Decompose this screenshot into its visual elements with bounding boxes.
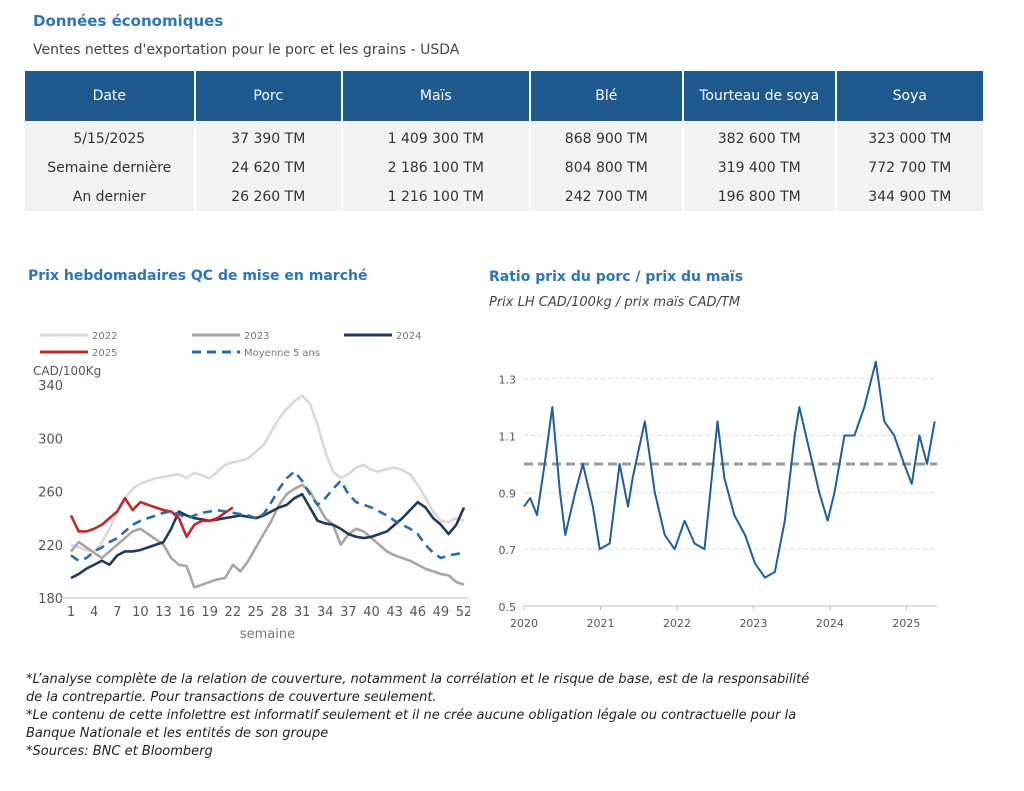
legend-label: 2024 <box>396 331 421 342</box>
y-axis-label: CAD/100Kg <box>33 364 101 378</box>
table-cell: 772 700 TM <box>834 153 983 182</box>
table-cell: Semaine dernière <box>25 153 195 182</box>
table-row: Semaine dernière 24 620 TM 2 186 100 TM 804… <box>25 153 983 182</box>
table-cell: 344 900 TM <box>834 182 983 211</box>
footnote: *Sources: BNC et Bloomberg <box>26 744 213 759</box>
x-tick-label: 28 <box>271 605 288 620</box>
chart-subtitle: Prix LH CAD/100kg / prix maïs CAD/TM <box>489 295 741 310</box>
x-tick-label: 31 <box>294 605 311 620</box>
x-tick-label: 7 <box>113 605 121 620</box>
y-tick-label: 0.5 <box>499 601 517 614</box>
footnotes: *L’analyse complète de la relation de co… <box>26 671 816 761</box>
y-tick-label: 1.1 <box>499 431 517 444</box>
x-tick-label: 37 <box>340 605 357 620</box>
x-tick-label: 49 <box>433 605 450 620</box>
table-cell: An dernier <box>25 182 195 211</box>
x-tick-label: 4 <box>90 605 98 620</box>
table-cell: 323 000 TM <box>834 121 983 153</box>
series-line <box>69 496 234 539</box>
page-title: Données économiques <box>33 12 224 30</box>
column-header: Porc <box>193 71 342 121</box>
legend-label: Moyenne 5 ans <box>244 348 320 359</box>
table-cell: 1 216 100 TM <box>340 182 530 211</box>
table-cell: 382 600 TM <box>681 121 836 153</box>
column-header: Blé <box>528 71 683 121</box>
table-cell: 804 800 TM <box>528 153 683 182</box>
column-header: Date <box>25 71 195 121</box>
table-row: An dernier 26 260 TM 1 216 100 TM 242 700 T… <box>25 182 983 211</box>
x-tick-label: 2020 <box>510 617 538 630</box>
x-tick-label: 2023 <box>739 617 767 630</box>
exports-table: Date Porc Maïs Blé Tourteau de soya Soya 5/15/… <box>25 71 983 211</box>
footnote: *L’analyse complète de la relation de co… <box>26 672 810 705</box>
chart: 180 220 260 300 340 1 4 7 10 13 16 19 22 25 28 31 34 37 40… <box>33 331 470 642</box>
table-cell: 242 700 TM <box>528 182 683 211</box>
x-tick-label: 10 <box>132 605 149 620</box>
table-head: Date Porc Maïs Blé Tourteau de soya Soya <box>25 71 983 121</box>
page-subtitle: Ventes nettes d'exportation pour le porc… <box>33 42 460 58</box>
table-cell: 24 620 TM <box>193 153 342 182</box>
footnote: *Le contenu de cette infolettre est info… <box>26 708 797 741</box>
legend-label: 2022 <box>92 331 117 342</box>
x-tick-label: 2025 <box>892 617 920 630</box>
column-header: Tourteau de soya <box>681 71 836 121</box>
series-line <box>70 394 465 553</box>
x-tick-label: 40 <box>363 605 380 620</box>
x-tick-label: 22 <box>225 605 242 620</box>
y-tick-label: 260 <box>38 486 63 501</box>
y-tick-label: 0.9 <box>499 487 517 500</box>
legend-label: 2023 <box>244 331 269 342</box>
x-axis-label: semaine <box>240 627 295 642</box>
x-tick-label: 13 <box>155 605 172 620</box>
x-tick-label: 43 <box>386 605 403 620</box>
table-body: 5/15/2025 37 390 TM 1 409 300 TM 868 900 TM… <box>25 121 983 211</box>
y-tick-label: 220 <box>38 539 63 554</box>
x-tick-label: 1 <box>67 605 75 620</box>
legend-label: 2025 <box>92 348 117 359</box>
column-header: Soya <box>834 71 983 121</box>
y-tick-label: 0.7 <box>499 544 517 557</box>
chart: 0.5 0.7 0.9 1.1 1.3 2020 2021 2022 2023 2024 2025 <box>499 360 937 630</box>
y-tick-label: 1.3 <box>499 374 517 387</box>
table-cell: 196 800 TM <box>681 182 836 211</box>
x-tick-label: 2024 <box>816 617 844 630</box>
column-header: Maïs <box>340 71 530 121</box>
table-cell: 868 900 TM <box>528 121 683 153</box>
series-line <box>523 360 936 579</box>
x-tick-label: 16 <box>178 605 195 620</box>
header-row: Date Porc Maïs Blé Tourteau de soya Soya <box>25 71 983 121</box>
x-tick-label: 25 <box>248 605 265 620</box>
x-tick-label: 34 <box>317 605 334 620</box>
x-tick-label: 46 <box>409 605 426 620</box>
y-tick-label: 180 <box>38 592 63 607</box>
series-line <box>70 470 465 563</box>
table-cell: 26 260 TM <box>193 182 342 211</box>
table-row: 5/15/2025 37 390 TM 1 409 300 TM 868 900 TM… <box>25 121 983 153</box>
table-cell: 2 186 100 TM <box>340 153 530 182</box>
series-line <box>69 483 465 589</box>
x-tick-label: 2022 <box>663 617 691 630</box>
table-cell: 319 400 TM <box>681 153 836 182</box>
table-cell: 1 409 300 TM <box>340 121 530 153</box>
table-cell: 5/15/2025 <box>25 121 195 153</box>
y-tick-label: 300 <box>38 432 63 447</box>
chart-title: Prix hebdomadaires QC de mise en marché <box>28 268 368 284</box>
table-cell: 37 390 TM <box>193 121 342 153</box>
x-tick-label: 2021 <box>586 617 614 630</box>
y-tick-label: 340 <box>38 379 63 394</box>
x-tick-label: 52 <box>456 605 470 620</box>
chart-title: Ratio prix du porc / prix du maïs <box>489 269 744 285</box>
x-tick-label: 19 <box>201 605 218 620</box>
